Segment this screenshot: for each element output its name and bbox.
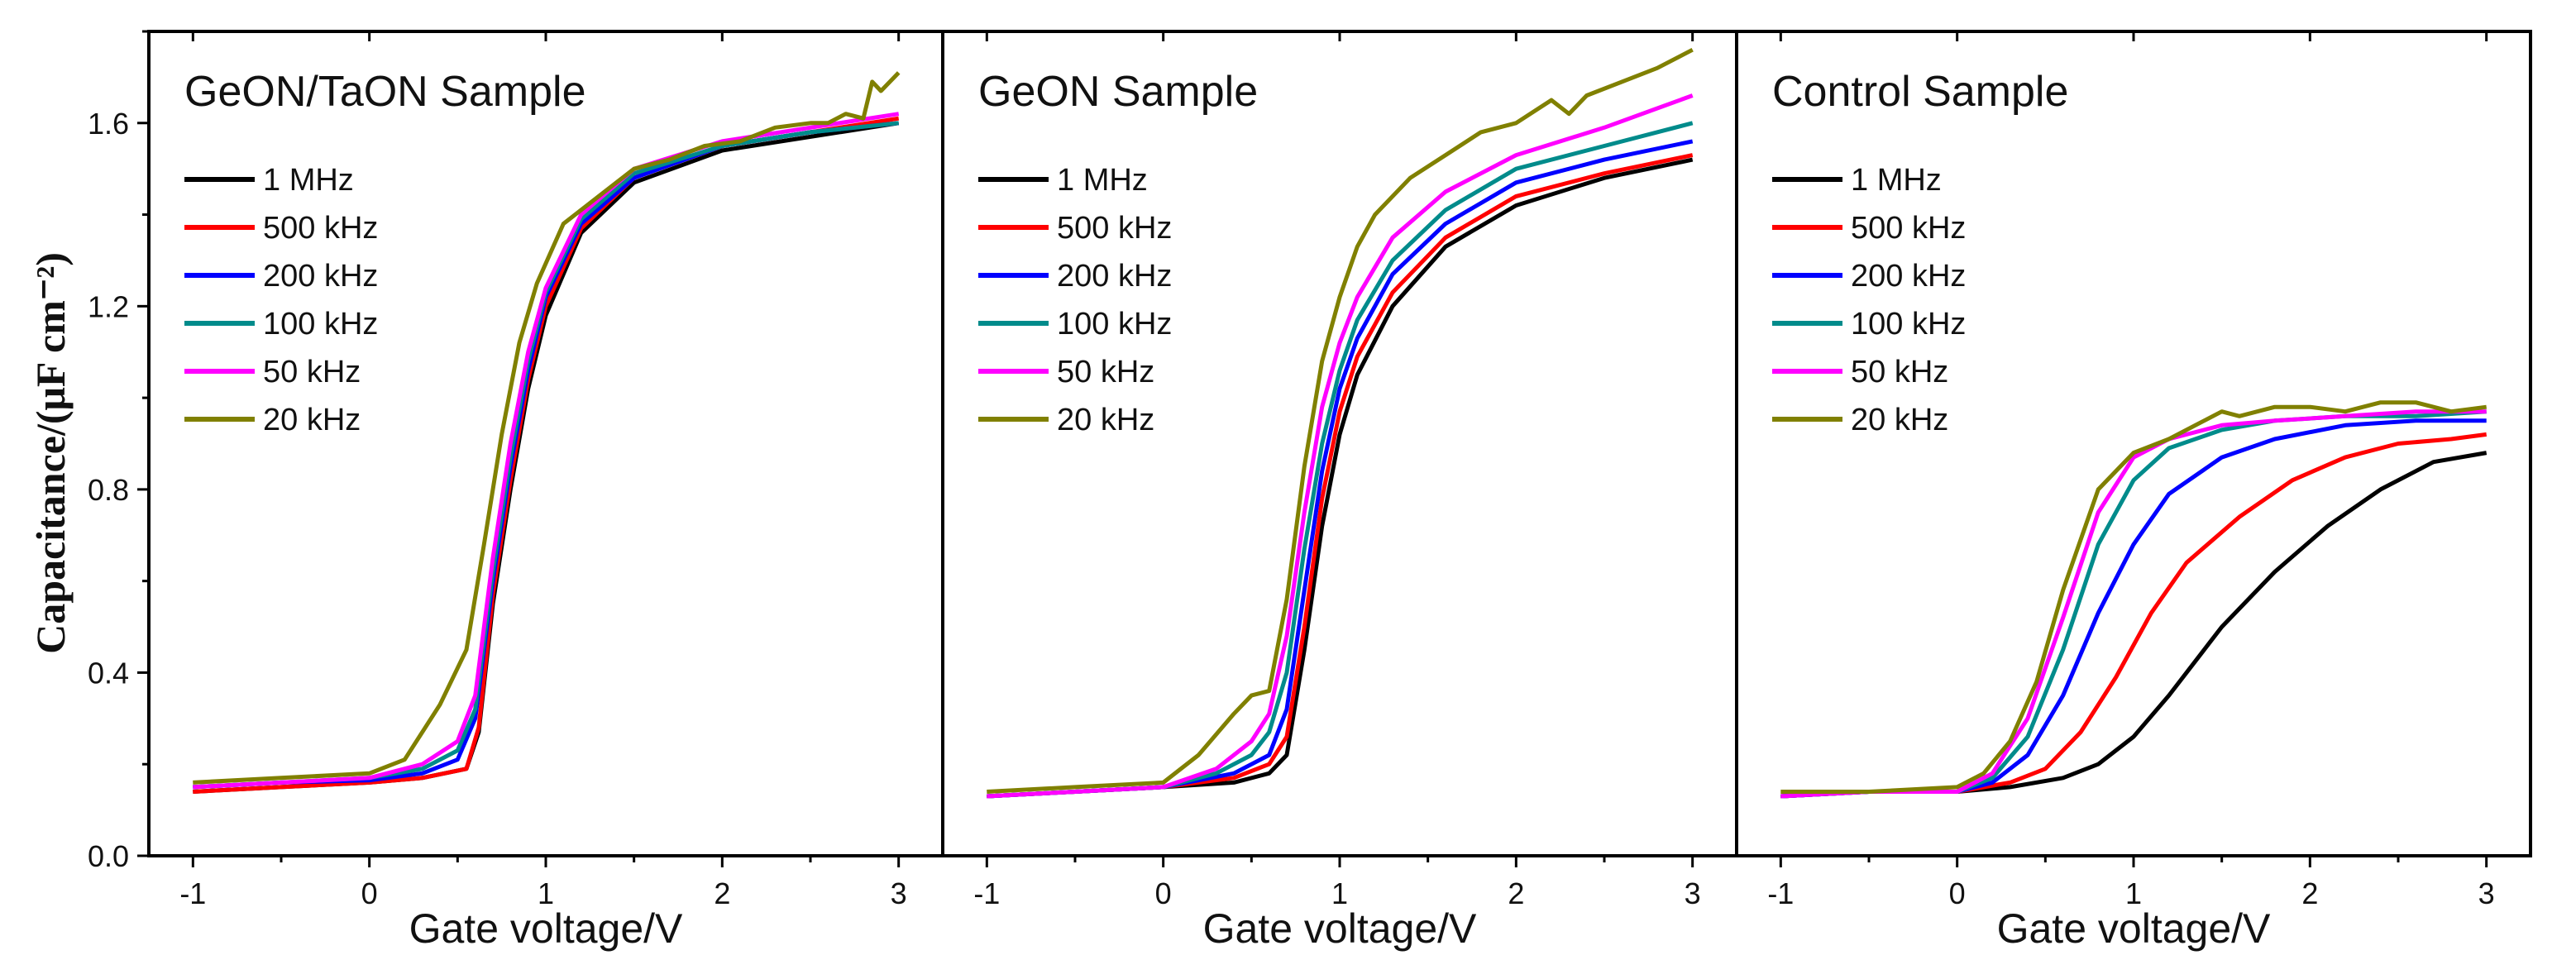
x-tick-label: 3 (2478, 876, 2495, 910)
x-tick-label: -1 (1767, 876, 1794, 910)
series-line-100-khz (987, 121, 1694, 799)
series-line-20-khz (1780, 400, 2488, 794)
panel-geon-taon: -1 0 1 2 3 0.0 0.4 0.8 1.2 1.6 Gate voltage/V GeON/… (88, 30, 944, 952)
x-tick-label: 1 (2125, 876, 2142, 910)
legend-label: 200 kHz (1057, 259, 1172, 294)
x-tick-label: 2 (1508, 876, 1524, 910)
x-tick-label: 1 (538, 876, 554, 910)
series-line-20-khz (987, 47, 1694, 794)
legend-label: 1 MHz (263, 163, 354, 198)
x-tick-label: 0 (1949, 876, 1966, 910)
panel-control: -1 0 1 2 3 Gate voltage/V Control Sample 1 MHz 5… (1735, 30, 2532, 952)
legend-label: 500 kHz (263, 211, 378, 246)
panel-title: GeON/TaON Sample (184, 68, 586, 116)
y-tick-label: 0.8 (88, 473, 129, 507)
panel-geon: -1 0 1 2 3 Gate voltage/V GeON Sample 1 MHz 500 … (941, 30, 1738, 952)
y-tick-label: 1.2 (88, 289, 129, 323)
legend-label: 500 kHz (1057, 211, 1172, 246)
panel-title: Control Sample (1772, 68, 2068, 116)
series-line-50-khz (1780, 409, 2487, 799)
legend-label: 200 kHz (263, 259, 378, 294)
y-tick-label: 0.0 (88, 839, 129, 873)
x-axis-label: Gate voltage/V (1203, 905, 1477, 952)
y-axis-label: Capacitance/(μF cm⁻²) (27, 252, 74, 654)
legend-label: 20 kHz (1057, 403, 1154, 437)
x-tick-label: 3 (1685, 876, 1701, 910)
x-axis-label: Gate voltage/V (1997, 905, 2271, 952)
series-line-50-khz (987, 93, 1694, 799)
legend-label: 50 kHz (263, 355, 361, 389)
y-tick-label: 1.6 (88, 107, 129, 141)
x-tick-label: 0 (361, 876, 378, 910)
x-tick-label: 1 (1331, 876, 1348, 910)
legend-label: 1 MHz (1057, 163, 1148, 198)
y-tick-label: 0.4 (88, 656, 129, 690)
legend-label: 100 kHz (1851, 307, 1966, 341)
legend-label: 100 kHz (263, 307, 378, 341)
x-tick-label: 2 (2301, 876, 2318, 910)
legend-label: 50 kHz (1057, 355, 1154, 389)
x-tick-label: -1 (973, 876, 1000, 910)
legend-label: 200 kHz (1851, 259, 1966, 294)
x-axis-label: Gate voltage/V (409, 905, 683, 952)
legend-label: 1 MHz (1851, 163, 1942, 198)
panel-title: GeON Sample (978, 68, 1258, 116)
legend-label: 500 kHz (1851, 211, 1966, 246)
x-tick-label: 3 (891, 876, 907, 910)
x-tick-label: 0 (1155, 876, 1172, 910)
legend-label: 20 kHz (1851, 403, 1948, 437)
x-tick-label: 2 (714, 876, 730, 910)
legend-label: 100 kHz (1057, 307, 1172, 341)
legend-label: 50 kHz (1851, 355, 1948, 389)
legend-label: 20 kHz (263, 403, 361, 437)
series-line-20-khz (193, 71, 901, 785)
x-tick-label: -1 (179, 876, 206, 910)
